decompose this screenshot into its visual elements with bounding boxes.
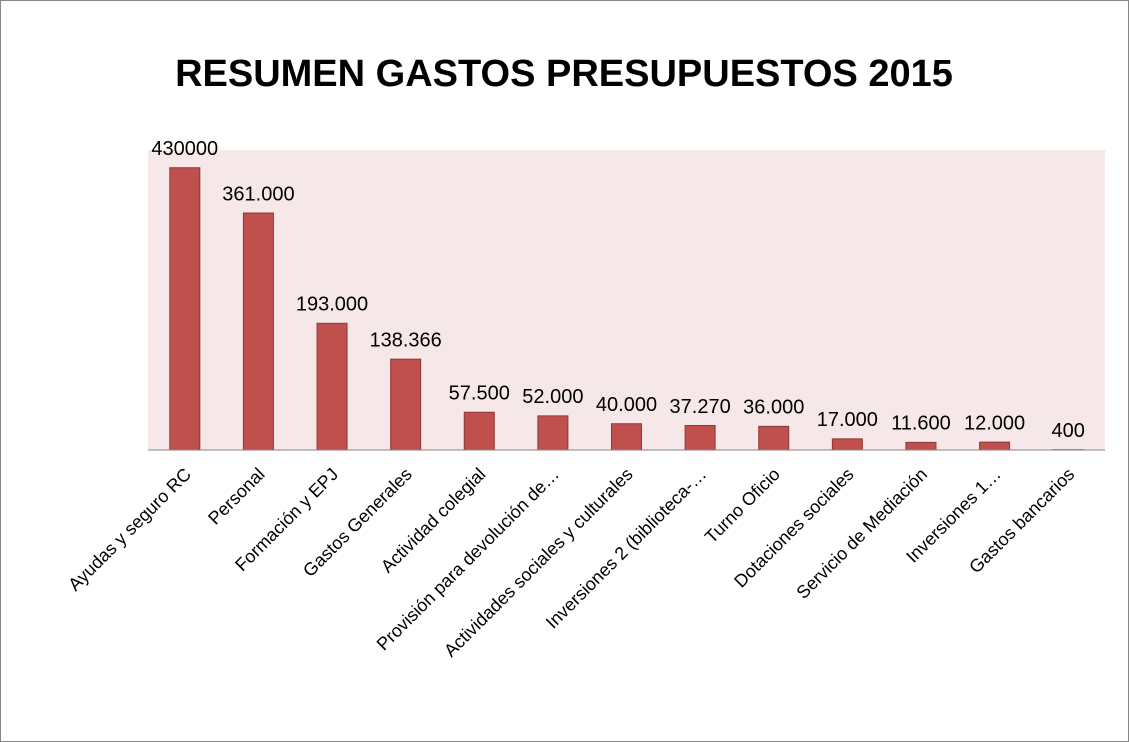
data-label: 361.000 (222, 183, 294, 205)
data-label: 138.366 (370, 329, 442, 351)
bar (390, 358, 422, 451)
bar (979, 441, 1011, 451)
data-label: 430000 (151, 138, 218, 160)
bar (611, 423, 642, 451)
data-label: 36.000 (743, 397, 804, 419)
chart-title: RESUMEN GASTOS PRESUPUESTOS 2015 (175, 53, 953, 95)
bar (905, 441, 937, 451)
data-label: 52.000 (522, 386, 583, 408)
bar (169, 167, 201, 451)
bar (758, 425, 790, 451)
data-label: 193.000 (296, 294, 368, 316)
data-label: 17.000 (817, 409, 878, 431)
plot-area (148, 150, 1105, 450)
bar (316, 322, 348, 451)
data-label: 12.000 (964, 412, 1025, 434)
data-label: 40.000 (596, 394, 657, 416)
data-label: 11.600 (891, 413, 951, 435)
bar (537, 415, 569, 451)
data-label: 400 (1052, 420, 1085, 442)
bar (242, 212, 274, 451)
bar (684, 425, 716, 451)
bar (463, 411, 495, 451)
bar (831, 438, 863, 451)
data-label: 57.500 (449, 383, 510, 405)
data-label: 37.270 (670, 396, 731, 418)
